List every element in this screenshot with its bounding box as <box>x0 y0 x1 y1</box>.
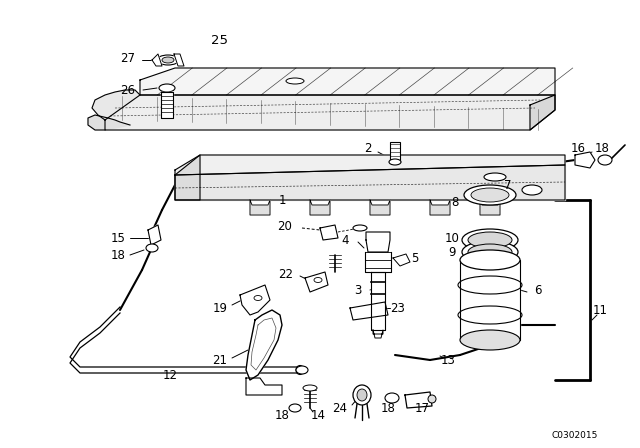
Text: 26: 26 <box>120 83 136 96</box>
Text: 5: 5 <box>412 251 419 264</box>
Text: 18: 18 <box>275 409 289 422</box>
Polygon shape <box>175 155 565 175</box>
Ellipse shape <box>157 55 179 65</box>
Polygon shape <box>148 225 161 245</box>
Polygon shape <box>320 225 338 240</box>
Ellipse shape <box>296 366 308 374</box>
Text: 13: 13 <box>440 353 456 366</box>
Text: C0302015: C0302015 <box>552 431 598 439</box>
Text: 18: 18 <box>595 142 609 155</box>
Ellipse shape <box>296 366 304 375</box>
Ellipse shape <box>464 185 516 205</box>
Text: 10: 10 <box>445 232 460 245</box>
Polygon shape <box>105 95 555 130</box>
Ellipse shape <box>460 250 520 270</box>
Text: 3: 3 <box>355 284 362 297</box>
Polygon shape <box>152 54 162 66</box>
Ellipse shape <box>460 330 520 350</box>
Polygon shape <box>240 285 270 315</box>
Polygon shape <box>92 90 140 120</box>
Text: 11: 11 <box>593 303 607 316</box>
Ellipse shape <box>289 404 301 412</box>
Text: 4: 4 <box>341 233 349 246</box>
Polygon shape <box>350 302 388 320</box>
Ellipse shape <box>468 232 512 248</box>
Polygon shape <box>246 378 282 395</box>
Ellipse shape <box>162 57 174 63</box>
Text: 24: 24 <box>333 401 348 414</box>
Text: 1: 1 <box>278 194 285 207</box>
Ellipse shape <box>357 389 367 401</box>
Polygon shape <box>310 200 330 215</box>
Text: 27: 27 <box>120 52 136 65</box>
Polygon shape <box>174 54 184 66</box>
Text: 15: 15 <box>111 232 125 245</box>
Text: 25: 25 <box>211 34 228 47</box>
Polygon shape <box>371 272 385 330</box>
Polygon shape <box>305 272 328 292</box>
Polygon shape <box>246 310 282 380</box>
Ellipse shape <box>471 188 509 202</box>
Ellipse shape <box>353 225 367 231</box>
Ellipse shape <box>522 185 542 195</box>
Ellipse shape <box>303 385 317 391</box>
Polygon shape <box>140 68 555 95</box>
Text: 9: 9 <box>448 246 456 258</box>
Polygon shape <box>405 392 432 408</box>
Polygon shape <box>430 200 450 215</box>
Text: 18: 18 <box>381 401 396 414</box>
Polygon shape <box>393 254 410 266</box>
Ellipse shape <box>484 173 506 181</box>
Text: 7: 7 <box>504 178 512 191</box>
Ellipse shape <box>286 78 304 84</box>
Text: 18: 18 <box>111 249 125 262</box>
Polygon shape <box>366 232 390 252</box>
Text: 14: 14 <box>310 409 326 422</box>
Text: 17: 17 <box>415 401 429 414</box>
Polygon shape <box>460 260 520 340</box>
Ellipse shape <box>389 159 401 165</box>
Text: 20: 20 <box>278 220 292 233</box>
Ellipse shape <box>462 241 518 263</box>
Polygon shape <box>373 330 383 338</box>
Text: 16: 16 <box>570 142 586 155</box>
Polygon shape <box>161 92 173 118</box>
Ellipse shape <box>468 244 512 260</box>
Text: 2: 2 <box>364 142 372 155</box>
Bar <box>390 142 400 162</box>
Polygon shape <box>88 115 130 130</box>
Ellipse shape <box>353 385 371 405</box>
Polygon shape <box>175 155 200 200</box>
Polygon shape <box>575 152 595 168</box>
Polygon shape <box>370 200 390 215</box>
Ellipse shape <box>146 244 158 252</box>
Polygon shape <box>250 200 270 215</box>
Ellipse shape <box>598 155 612 165</box>
Text: 12: 12 <box>163 369 177 382</box>
Text: 23: 23 <box>390 302 405 314</box>
Ellipse shape <box>385 393 399 403</box>
Polygon shape <box>530 95 555 130</box>
Ellipse shape <box>428 395 436 403</box>
Text: 6: 6 <box>534 284 541 297</box>
Text: 8: 8 <box>451 195 459 208</box>
Text: 19: 19 <box>212 302 227 314</box>
Polygon shape <box>175 165 565 200</box>
Polygon shape <box>480 200 500 215</box>
Ellipse shape <box>462 229 518 251</box>
Text: 21: 21 <box>212 353 227 366</box>
Ellipse shape <box>159 84 175 92</box>
Text: 22: 22 <box>278 267 294 280</box>
